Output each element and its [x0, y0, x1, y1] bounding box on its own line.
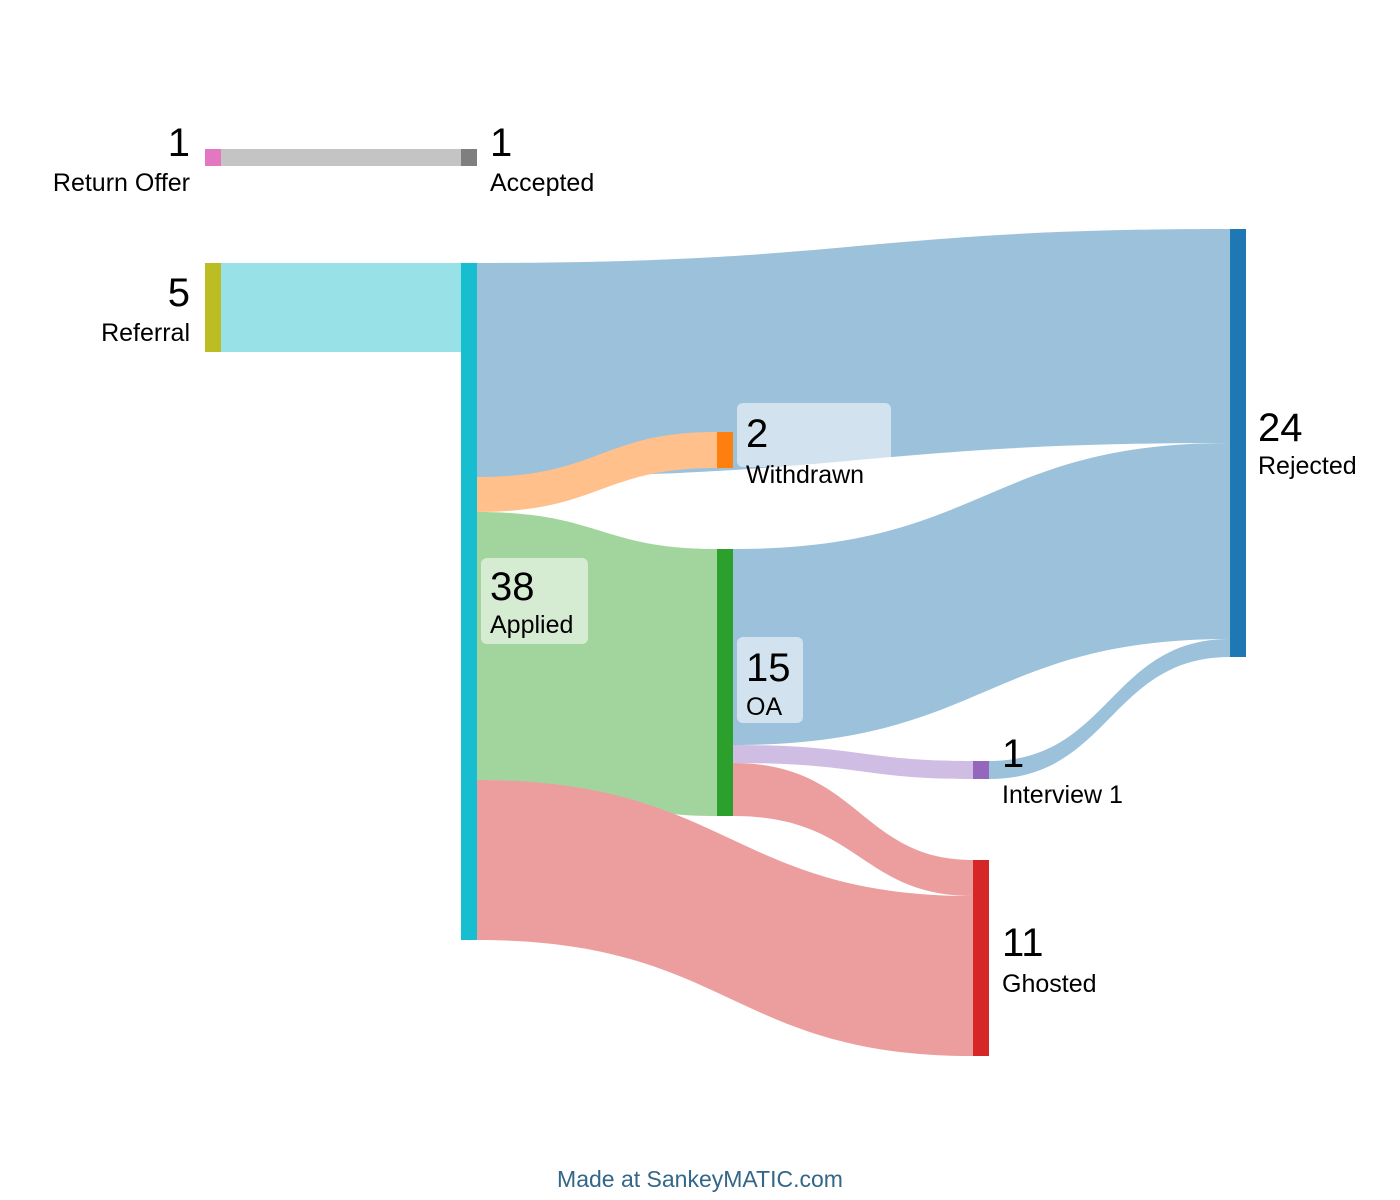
node-bar-applied	[461, 263, 477, 940]
flow-oa-interview1	[733, 745, 973, 779]
flow-return-offer-accepted	[221, 149, 461, 166]
node-label-referral: Referral	[101, 319, 190, 347]
node-value-applied: 38	[490, 565, 535, 609]
sankey-nodes	[205, 149, 1246, 1056]
node-value-return-offer: 1	[168, 121, 190, 165]
label-bg-oa	[737, 637, 803, 723]
node-value-interview1: 1	[1002, 732, 1024, 776]
flow-applied-ghosted	[477, 780, 973, 1056]
node-label-accepted: Accepted	[490, 169, 594, 197]
node-bar-oa	[717, 549, 733, 816]
label-backgrounds	[481, 403, 891, 723]
flow-applied-rejected	[477, 229, 1230, 477]
node-value-rejected: 24	[1258, 406, 1303, 450]
node-bar-interview1	[973, 761, 989, 779]
sankey-labels: 1 Return Offer 1 Accepted 5 Referral 38 …	[53, 121, 1357, 998]
node-bar-accepted	[461, 149, 477, 166]
node-value-accepted: 1	[490, 121, 512, 165]
node-bar-referral	[205, 263, 221, 352]
node-value-referral: 5	[168, 271, 190, 315]
node-label-withdrawn: Withdrawn	[746, 461, 864, 489]
flow-interview1-rejected	[989, 639, 1230, 779]
node-label-return-offer: Return Offer	[53, 169, 190, 197]
node-bar-return-offer	[205, 149, 221, 166]
node-label-interview1: Interview 1	[1002, 781, 1123, 809]
node-label-ghosted: Ghosted	[1002, 970, 1097, 998]
flow-oa-ghosted	[733, 763, 973, 896]
node-label-oa: OA	[746, 693, 782, 721]
flow-referral-applied	[221, 263, 461, 352]
node-bar-withdrawn	[717, 432, 733, 468]
label-bg-withdrawn	[737, 403, 891, 467]
node-value-ghosted: 11	[1002, 921, 1044, 965]
node-value-withdrawn: 2	[746, 412, 768, 456]
flow-applied-withdrawn	[477, 432, 717, 512]
flow-oa-rejected	[733, 443, 1230, 745]
sankey-flows	[221, 149, 1230, 1056]
node-value-oa: 15	[746, 646, 791, 690]
node-bar-ghosted	[973, 860, 989, 1056]
node-bar-rejected	[1230, 229, 1246, 657]
flow-applied-oa	[477, 512, 717, 816]
label-bg-applied	[481, 558, 588, 644]
node-label-applied: Applied	[490, 611, 573, 639]
node-label-rejected: Rejected	[1258, 452, 1357, 480]
sankeymatic-credit[interactable]: Made at SankeyMATIC.com	[557, 1166, 843, 1192]
